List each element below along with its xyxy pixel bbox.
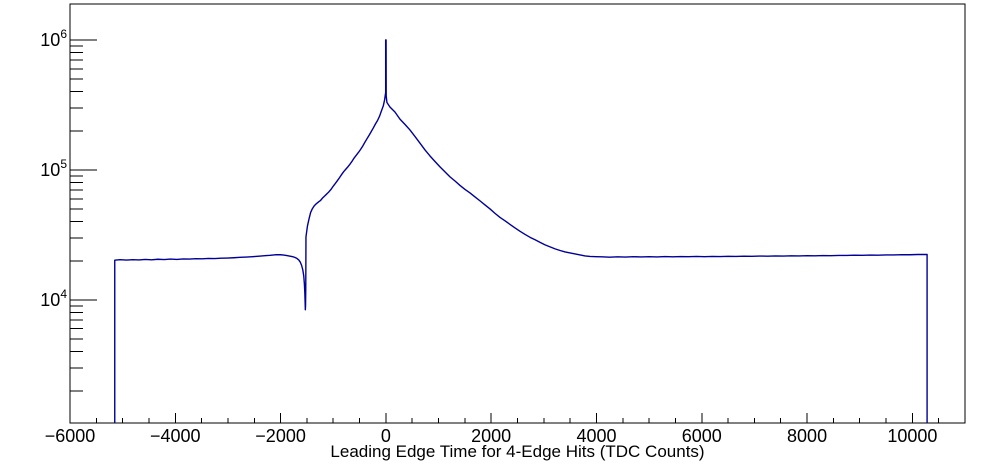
x-tick-label: −4000 (150, 426, 201, 446)
y-tick-label: 106 (40, 27, 67, 50)
plot-frame (69, 3, 966, 424)
x-axis-minor-ticks (95, 418, 966, 423)
x-tick-label: 6000 (682, 426, 722, 446)
y-tick-label: 105 (40, 157, 67, 180)
histogram-line (114, 39, 928, 423)
x-tick-label: 0 (381, 426, 391, 446)
x-tick-label: 10000 (887, 426, 937, 446)
x-axis-title: Leading Edge Time for 4-Edge Hits (TDC C… (330, 442, 705, 461)
x-tick-label: −2000 (255, 426, 306, 446)
x-axis-major-ticks (69, 413, 913, 423)
y-axis-major-ticks (70, 39, 97, 301)
y-axis-minor-ticks (70, 45, 83, 392)
x-axis-tick-labels: −6000 −4000 −2000 0 2000 4000 6000 8000 10000 (45, 426, 938, 446)
y-tick-label: 104 (40, 287, 67, 310)
y-axis-tick-labels: 104 105 106 (40, 27, 67, 310)
x-tick-label: 2000 (471, 426, 511, 446)
x-tick-label: 8000 (787, 426, 827, 446)
x-tick-label: 4000 (576, 426, 616, 446)
x-tick-label: −6000 (45, 426, 96, 446)
